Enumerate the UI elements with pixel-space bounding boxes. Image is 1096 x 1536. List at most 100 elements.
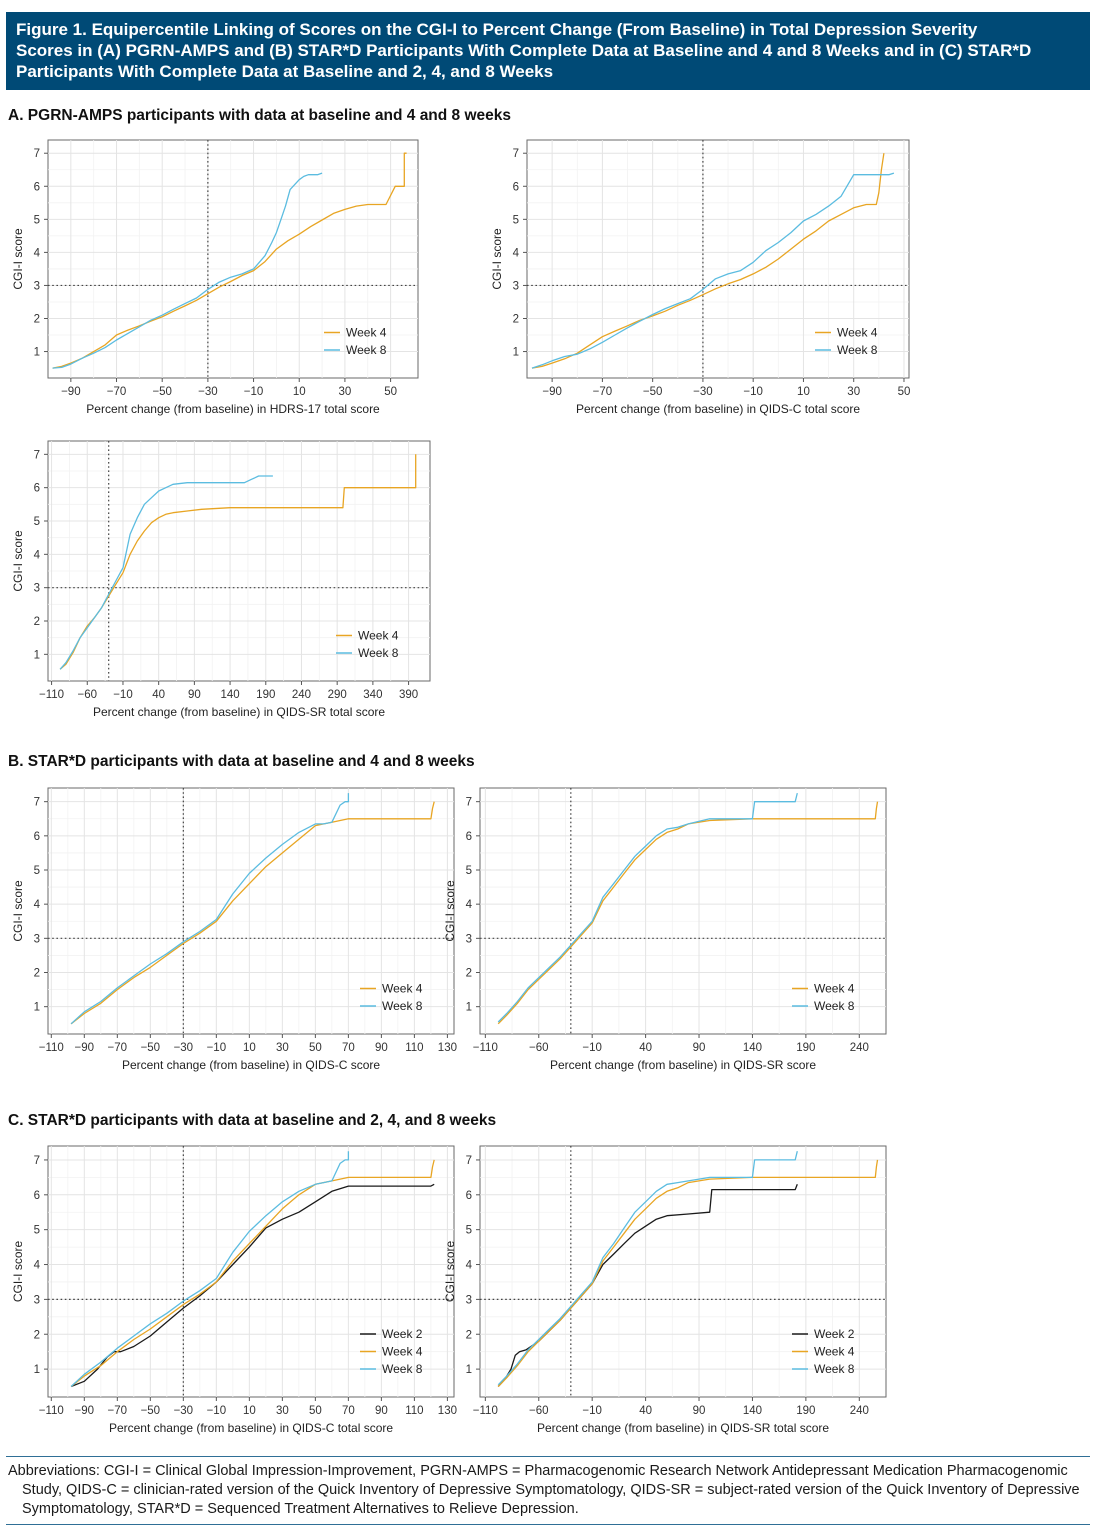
x-tick-label: −110: [39, 1042, 64, 1054]
x-tick-label: 30: [847, 386, 860, 398]
series-line-week-8: [531, 172, 895, 369]
y-axis-title: CGI-I score: [443, 1241, 457, 1303]
y-axis-title: CGI-I score: [11, 880, 25, 942]
y-tick-label: 2: [513, 314, 519, 326]
x-tick-label: 340: [363, 689, 382, 701]
y-tick-label: 6: [34, 483, 40, 495]
x-tick-label: 40: [152, 689, 165, 701]
y-axis-title: CGI-I score: [11, 530, 25, 592]
y-tick-label: 3: [34, 1294, 40, 1306]
x-tick-label: −10: [207, 1042, 227, 1054]
y-tick-label: 7: [34, 1155, 40, 1167]
chart-panel-a1: −90 −70 −50 −30 −10 10 30 50 1 2 3 4 5 6 7 Percent chan…: [11, 139, 419, 416]
chart-panel-a2: −90 −70 −50 −30 −10 10 30 50 1 2 3 4 5 6 7 Percent chan…: [490, 139, 911, 416]
legend-label: Week 8: [382, 999, 423, 1013]
y-tick-label: 6: [34, 181, 40, 193]
plot-area: [526, 139, 910, 379]
series-line-week-8: [70, 793, 350, 1025]
section-b-heading: B. STAR*D participants with data at base…: [8, 753, 475, 770]
series-line-week-4: [59, 454, 417, 670]
y-tick-label: 7: [34, 797, 40, 809]
series-line-week-8: [59, 475, 273, 670]
x-tick-label: 90: [375, 1042, 388, 1054]
x-tick-label: 110: [405, 1042, 423, 1054]
figure-title-line-3: Participants With Complete Data at Basel…: [16, 62, 554, 81]
series-line-week-8: [70, 1151, 350, 1387]
legend-label: Week 8: [382, 1362, 423, 1376]
x-tick-label: −10: [582, 1042, 602, 1054]
y-axis-title: CGI-I score: [443, 880, 457, 942]
x-tick-label: −70: [107, 386, 127, 398]
footnote: Abbreviations: CGI-I = Clinical Global I…: [8, 1462, 1096, 1519]
y-tick-label: 5: [513, 214, 519, 226]
x-axis-title: Percent change (from baseline) in QIDS-C…: [576, 402, 860, 416]
x-tick-label: −90: [61, 386, 81, 398]
chart-panel-c1: −110 −90 −70 −50 −30 −10 10 30 50 70 90 110 130 1 2 3 4 5…: [11, 1145, 457, 1435]
legend-label: Week 4: [837, 326, 878, 340]
plot-area: [47, 139, 419, 379]
x-tick-label: −90: [75, 1042, 95, 1054]
series-line-week-4: [70, 1159, 435, 1388]
figure-title-line-2: Scores in (A) PGRN-AMPS and (B) STAR*D P…: [16, 41, 1032, 60]
y-tick-label: 3: [466, 1294, 472, 1306]
x-tick-label: 50: [309, 1405, 322, 1417]
x-tick-label: −50: [643, 386, 663, 398]
y-tick-label: 5: [34, 1225, 40, 1237]
plot-area: [479, 1145, 887, 1398]
footnote-top-rule: [6, 1456, 1090, 1457]
x-tick-label: 30: [339, 386, 352, 398]
x-tick-label: 130: [438, 1042, 457, 1054]
x-tick-label: 30: [276, 1405, 289, 1417]
x-tick-label: 140: [220, 689, 239, 701]
x-tick-label: 290: [328, 689, 347, 701]
y-tick-label: 5: [34, 865, 40, 877]
x-tick-label: −110: [39, 689, 64, 701]
x-tick-label: 40: [639, 1405, 652, 1417]
footnote-line-1: Abbreviations: CGI-I = Clinical Global I…: [8, 1463, 943, 1479]
legend-label: Week 4: [814, 1345, 855, 1359]
x-tick-label: −10: [113, 689, 133, 701]
y-tick-label: 7: [466, 1155, 472, 1167]
x-tick-label: −10: [207, 1405, 227, 1417]
x-tick-label: −110: [473, 1405, 498, 1417]
y-tick-label: 1: [513, 347, 519, 359]
x-tick-label: −110: [473, 1042, 498, 1054]
x-tick-label: 50: [898, 386, 911, 398]
y-tick-label: 1: [466, 1364, 472, 1376]
x-tick-label: 70: [342, 1042, 355, 1054]
x-tick-label: 110: [405, 1405, 423, 1417]
x-tick-label: 50: [309, 1042, 322, 1054]
series-line-week-4: [531, 153, 885, 369]
y-tick-label: 2: [34, 314, 40, 326]
x-tick-label: −90: [75, 1405, 95, 1417]
x-axis-title: Percent change (from baseline) in QIDS-S…: [550, 1058, 816, 1072]
x-tick-label: −110: [39, 1405, 64, 1417]
chart-panel-c2: −110 −60 −10 40 90 140 190 240 1 2 3 4 5 6 7 Percent ch…: [443, 1145, 887, 1435]
x-tick-label: −50: [141, 1405, 161, 1417]
x-tick-label: −30: [198, 386, 218, 398]
y-tick-label: 3: [34, 280, 40, 292]
x-tick-label: 40: [639, 1042, 652, 1054]
series-line-week-8: [497, 792, 798, 1023]
y-tick-label: 4: [34, 899, 41, 911]
plot-area: [47, 1145, 455, 1398]
legend-label: Week 2: [814, 1327, 855, 1341]
x-tick-label: 90: [188, 689, 201, 701]
y-tick-label: 2: [34, 1329, 40, 1341]
y-tick-label: 1: [34, 1364, 40, 1376]
x-tick-label: 10: [293, 386, 306, 398]
y-axis-title: CGI-I score: [11, 1241, 25, 1303]
x-axis-title: Percent change (from baseline) in QIDS-C…: [109, 1421, 393, 1435]
y-tick-label: 2: [466, 968, 472, 980]
y-tick-label: 2: [34, 616, 40, 628]
x-tick-label: 130: [438, 1405, 457, 1417]
figure-title: Figure 1. Equipercentile Linking of Scor…: [6, 12, 1090, 90]
y-tick-label: 5: [34, 516, 40, 528]
x-tick-label: 50: [384, 386, 397, 398]
x-axis-title: Percent change (from baseline) in QIDS-S…: [93, 705, 385, 719]
x-tick-label: −70: [108, 1405, 128, 1417]
y-tick-label: 6: [466, 1190, 472, 1202]
y-tick-label: 6: [513, 181, 519, 193]
y-tick-label: 5: [466, 1225, 472, 1237]
